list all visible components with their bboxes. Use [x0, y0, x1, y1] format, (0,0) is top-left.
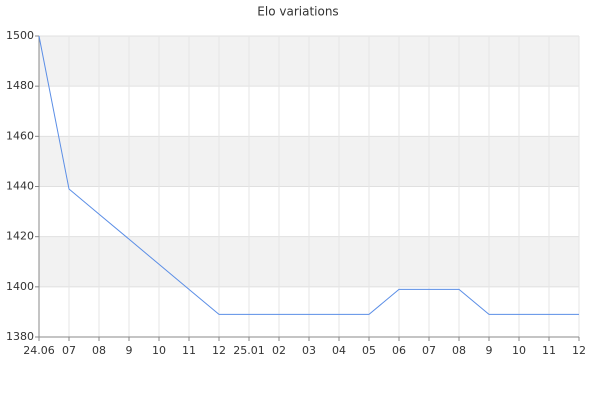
x-tick-label: 10 — [512, 344, 526, 357]
x-tick-label: 08 — [92, 344, 106, 357]
x-tick-label: 03 — [302, 344, 316, 357]
y-tick-label: 1380 — [6, 330, 34, 343]
x-tick-label: 25.01 — [233, 344, 265, 357]
y-tick-label: 1400 — [6, 280, 34, 293]
x-tick-label: 05 — [362, 344, 376, 357]
x-tick-label: 9 — [486, 344, 493, 357]
x-tick-label: 06 — [392, 344, 406, 357]
y-tick-label: 1460 — [6, 129, 34, 142]
y-tick-label: 1480 — [6, 79, 34, 92]
y-tick-label: 1440 — [6, 180, 34, 193]
x-tick-label: 08 — [452, 344, 466, 357]
y-tick-label: 1420 — [6, 230, 34, 243]
y-tick-label: 1500 — [6, 29, 34, 42]
x-tick-label: 11 — [542, 344, 556, 357]
chart-title: Elo variations — [257, 5, 338, 19]
x-tick-label: 12 — [212, 344, 226, 357]
x-tick-label: 24.06 — [23, 344, 55, 357]
x-tick-label: 07 — [422, 344, 436, 357]
x-tick-label: 07 — [62, 344, 76, 357]
data-line — [38, 35, 579, 315]
x-tick-label: 10 — [152, 344, 166, 357]
x-tick-label: 12 — [572, 344, 586, 357]
x-tick-label: 04 — [332, 344, 346, 357]
x-tick-label: 02 — [272, 344, 286, 357]
x-tick-label: 11 — [182, 344, 196, 357]
x-tick-label: 9 — [126, 344, 133, 357]
